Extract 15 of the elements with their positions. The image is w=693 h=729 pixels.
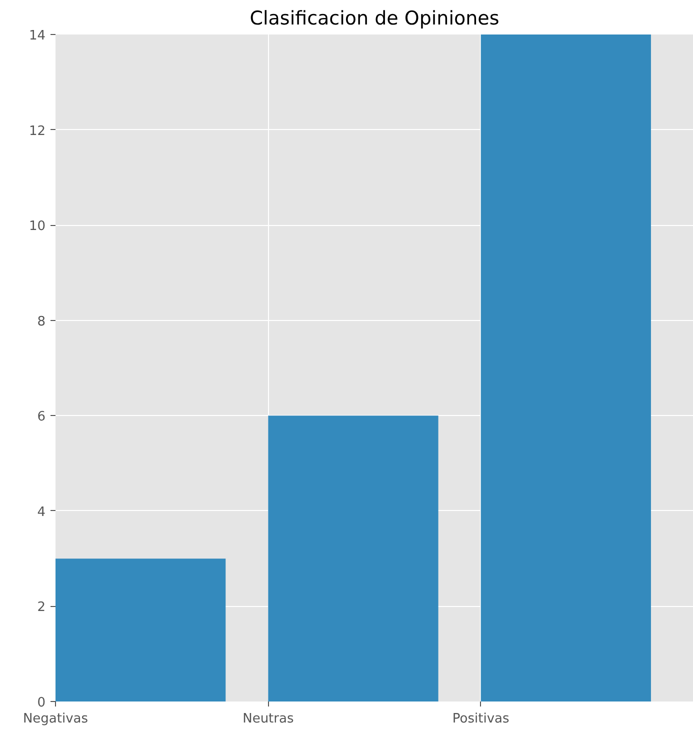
y-tick-label: 0 [37, 696, 46, 710]
x-tick-label: Neutras [242, 712, 294, 726]
bar [268, 416, 438, 702]
y-tick-label: 14 [28, 28, 46, 44]
bar [56, 558, 226, 702]
y-tick-label: 12 [28, 124, 46, 139]
y-tick-label: 8 [37, 314, 46, 330]
y-tick-label: 4 [37, 504, 46, 520]
x-tick-label: Negativas [22, 712, 88, 726]
chart-title: Clasificacion de Opiniones [250, 8, 500, 30]
y-tick-label: 2 [37, 600, 46, 616]
y-tick-label: 10 [28, 219, 46, 234]
x-tick-label: Positivas [452, 712, 510, 726]
y-tick-label: 6 [37, 410, 46, 425]
bar [480, 34, 651, 702]
